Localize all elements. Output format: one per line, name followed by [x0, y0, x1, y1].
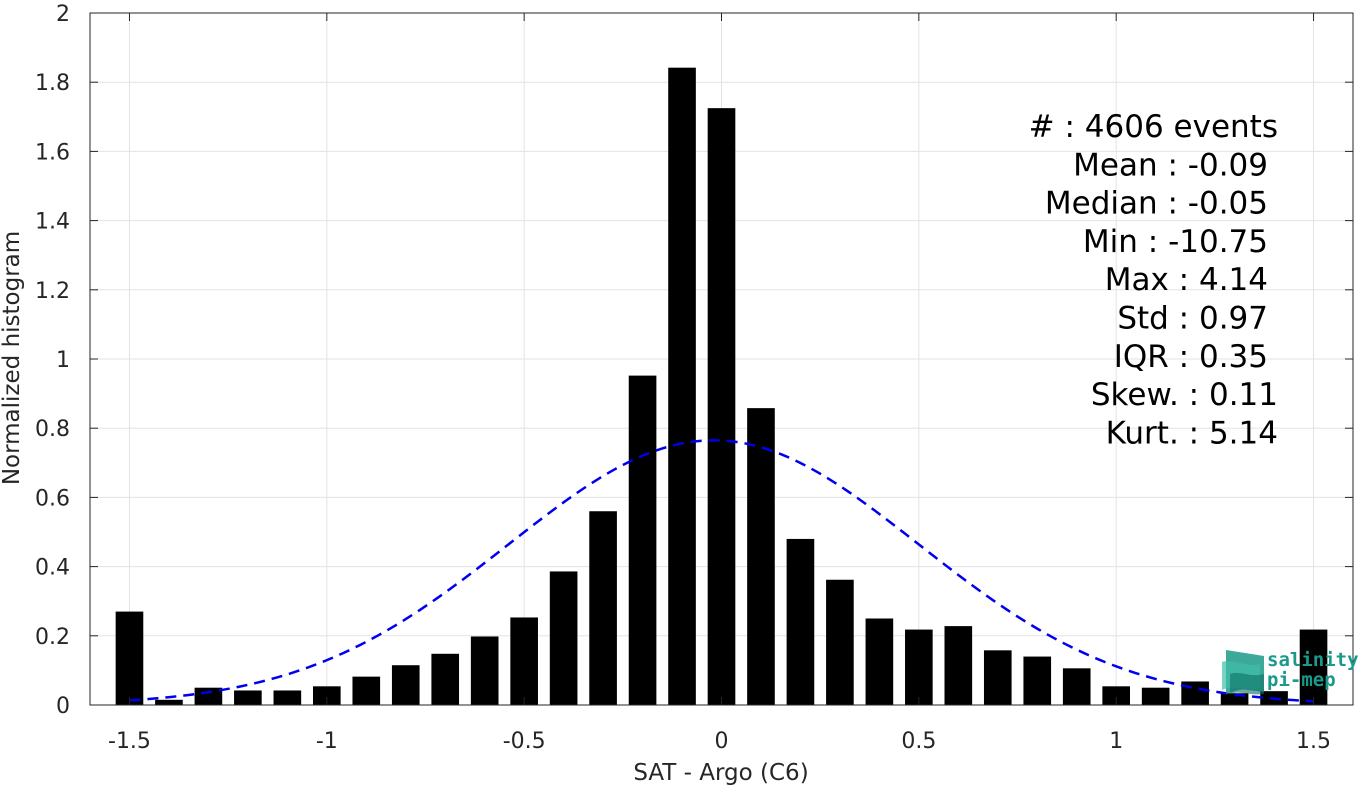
y-tick-label: 0.8: [35, 417, 70, 442]
y-tick-label: 1: [56, 348, 70, 373]
stat-line: Mean : -0.09: [1073, 147, 1268, 183]
histogram-bar: [155, 699, 183, 705]
x-tick-label: 0: [715, 729, 729, 754]
x-tick-label: -1.5: [108, 729, 151, 754]
histogram-bar: [273, 690, 302, 705]
histogram-bar: [1141, 687, 1170, 705]
x-tick-label: 1: [1109, 729, 1123, 754]
histogram-bar: [470, 636, 499, 705]
histogram-bar: [905, 629, 933, 705]
stat-line: Median : -0.05: [1045, 186, 1268, 222]
histogram-bar: [549, 571, 578, 705]
salinity-pi-mep-logo: salinity pi-mep: [1222, 649, 1359, 695]
histogram-bar: [826, 579, 854, 705]
histogram-bar: [115, 611, 144, 705]
y-tick-label: 0: [56, 694, 70, 719]
histogram-bar: [589, 511, 617, 705]
y-tick-labels: 0 0.2 0.4 0.6 0.8 1 1.2 1.4 1.6 1.8 2: [35, 2, 70, 719]
histogram-bar: [628, 375, 657, 705]
normal-fit-curve: [129, 439, 1314, 703]
histogram-bar: [431, 653, 460, 705]
y-tick-label: 2: [56, 2, 70, 27]
ticks: [90, 12, 1353, 706]
x-tick-label: -1: [316, 729, 338, 754]
stat-line: # : 4606 events: [1029, 109, 1278, 145]
histogram-bar: [510, 617, 538, 705]
y-tick-label: 0.2: [35, 625, 70, 650]
x-tick-labels: -1.5 -1 -0.5 0 0.5 1 1.5: [108, 729, 1331, 754]
stat-line: Min : -10.75: [1083, 224, 1268, 260]
histogram-bar: [1023, 656, 1052, 705]
y-tick-label: 1.6: [35, 140, 70, 165]
y-tick-label: 0.4: [35, 556, 70, 581]
histogram-bar: [1062, 668, 1091, 705]
x-tick-label: -0.5: [503, 729, 546, 754]
histogram-bar: [352, 676, 381, 705]
y-axis-label: Normalized histogram: [0, 231, 25, 485]
histogram-bar: [234, 690, 262, 705]
histogram-bar: [1299, 629, 1328, 705]
histogram-bar: [1220, 693, 1249, 705]
histogram-bar: [944, 626, 973, 705]
y-tick-label: 1.2: [35, 279, 70, 304]
x-axis-label: SAT - Argo (C6): [633, 760, 808, 786]
logo-line-1: salinity: [1267, 649, 1359, 671]
histogram-bar: [865, 618, 894, 705]
histogram-bar: [312, 686, 341, 705]
x-tick-label: 0.5: [901, 729, 936, 754]
y-tick-label: 1.8: [35, 71, 70, 96]
y-tick-label: 1.4: [35, 210, 70, 235]
histogram-bar: [983, 650, 1012, 705]
histogram-bar: [786, 538, 815, 705]
wave-flag-icon: [1222, 650, 1264, 695]
histogram-bar: [391, 665, 420, 705]
histogram-bar: [194, 687, 223, 705]
y-tick-label: 0.6: [35, 486, 70, 511]
stat-line: Skew. : 0.11: [1091, 377, 1278, 413]
x-tick-label: 1.5: [1296, 729, 1331, 754]
logo-line-2: pi-mep: [1267, 669, 1336, 691]
histogram-bar: [1102, 686, 1131, 705]
bars: [115, 67, 1328, 706]
stat-line: IQR : 0.35: [1114, 339, 1268, 375]
stat-line: Kurt. : 5.14: [1106, 415, 1278, 451]
histogram-bar: [707, 108, 736, 705]
histogram-bar: [747, 408, 775, 705]
histogram-bar: [668, 67, 696, 706]
stat-line: Max : 4.14: [1105, 262, 1268, 298]
stat-line: Std : 0.97: [1117, 301, 1268, 337]
